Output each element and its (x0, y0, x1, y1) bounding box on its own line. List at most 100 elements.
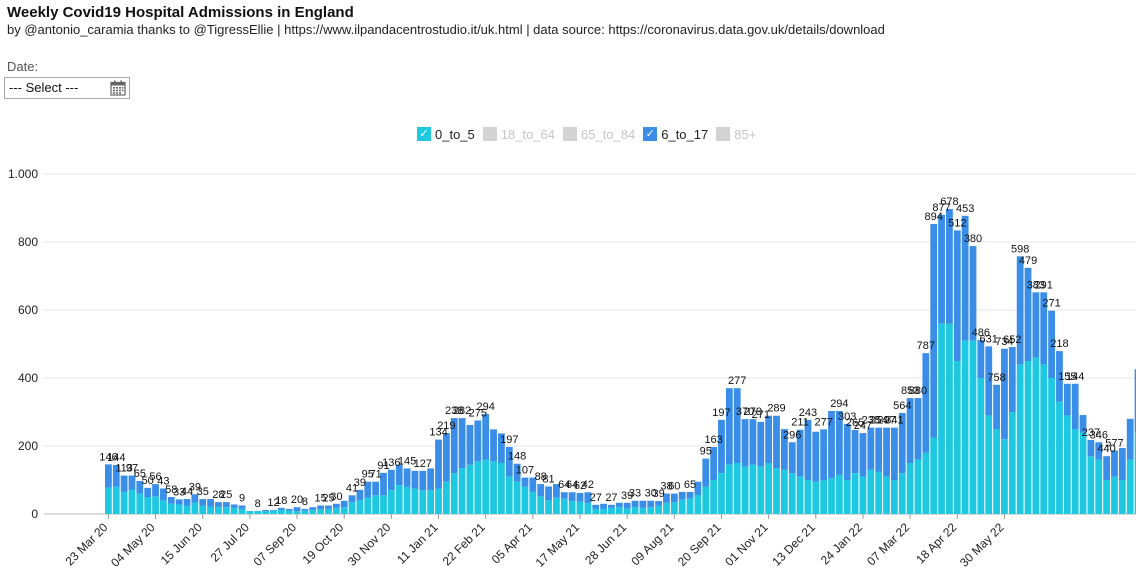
bar-segment-6-to-17[interactable] (553, 484, 560, 498)
bar-segment-0-to-5[interactable] (788, 473, 796, 514)
bar-segment-0-to-5[interactable] (623, 508, 631, 514)
bar-segment-0-to-5[interactable] (325, 508, 332, 514)
bar-segment-6-to-17[interactable] (513, 463, 521, 482)
bar-segment-0-to-5[interactable] (678, 499, 686, 514)
bar-segment-0-to-5[interactable] (647, 507, 655, 514)
bar-segment-6-to-17[interactable] (1111, 450, 1118, 477)
bar-segment-6-to-17[interactable] (183, 499, 191, 506)
bar-segment-6-to-17[interactable] (930, 223, 938, 438)
bar-segment-6-to-17[interactable] (765, 415, 773, 463)
legend-checkbox[interactable]: ✓ (417, 127, 431, 141)
bar-segment-6-to-17[interactable] (317, 505, 325, 510)
bar-segment-6-to-17[interactable] (262, 509, 269, 512)
bar-segment-6-to-17[interactable] (993, 384, 1000, 429)
legend-item-0-to-5[interactable]: ✓ 0_to_5 (417, 127, 475, 142)
bar-segment-6-to-17[interactable] (1063, 383, 1071, 416)
bar-segment-6-to-17[interactable] (1103, 456, 1111, 480)
bar-segment-0-to-5[interactable] (765, 463, 773, 514)
bar-segment-0-to-5[interactable] (348, 502, 356, 514)
bar-segment-0-to-5[interactable] (560, 498, 568, 514)
bar-segment-0-to-5[interactable] (725, 464, 733, 514)
bar-segment-0-to-5[interactable] (875, 471, 883, 515)
bar-segment-6-to-17[interactable] (152, 484, 159, 497)
bar-segment-0-to-5[interactable] (152, 496, 159, 514)
bar-segment-0-to-5[interactable] (230, 507, 238, 514)
bar-segment-0-to-5[interactable] (600, 508, 607, 514)
bar-segment-6-to-17[interactable] (875, 427, 883, 472)
bar-segment-6-to-17[interactable] (702, 458, 710, 487)
bar-segment-0-to-5[interactable] (262, 511, 269, 514)
bar-segment-0-to-5[interactable] (859, 476, 867, 514)
bar-segment-6-to-17[interactable] (136, 481, 144, 494)
bar-segment-0-to-5[interactable] (953, 361, 961, 514)
bar-segment-6-to-17[interactable] (623, 502, 631, 509)
bar-segment-0-to-5[interactable] (246, 511, 254, 514)
bar-segment-6-to-17[interactable] (820, 429, 828, 480)
bar-segment-0-to-5[interactable] (694, 494, 702, 514)
bar-segment-6-to-17[interactable] (1040, 292, 1048, 365)
calendar-icon[interactable] (110, 80, 126, 96)
bar-segment-6-to-17[interactable] (835, 410, 843, 475)
bar-segment-6-to-17[interactable] (851, 430, 859, 474)
bar-segment-6-to-17[interactable] (466, 424, 474, 465)
bar-segment-0-to-5[interactable] (1056, 401, 1063, 514)
bar-segment-0-to-5[interactable] (183, 505, 191, 515)
bar-segment-0-to-5[interactable] (749, 464, 757, 514)
bar-segment-0-to-5[interactable] (466, 464, 474, 514)
bar-segment-0-to-5[interactable] (914, 459, 922, 514)
bar-segment-6-to-17[interactable] (898, 413, 906, 474)
bar-segment-6-to-17[interactable] (749, 419, 757, 465)
bar-segment-6-to-17[interactable] (1048, 310, 1055, 378)
bar-segment-6-to-17[interactable] (686, 491, 694, 499)
bar-segment-0-to-5[interactable] (387, 490, 395, 514)
bar-segment-0-to-5[interactable] (411, 488, 419, 515)
bar-segment-0-to-5[interactable] (670, 502, 678, 514)
bar-segment-6-to-17[interactable] (458, 418, 466, 469)
bar-segment-6-to-17[interactable] (600, 503, 607, 509)
bar-segment-0-to-5[interactable] (529, 491, 537, 514)
bar-segment-0-to-5[interactable] (293, 511, 301, 514)
bar-segment-0-to-5[interactable] (938, 323, 945, 514)
bar-segment-0-to-5[interactable] (1063, 415, 1071, 514)
bar-segment-6-to-17[interactable] (631, 500, 639, 508)
bar-segment-6-to-17[interactable] (1032, 292, 1040, 358)
bar-segment-6-to-17[interactable] (222, 502, 230, 508)
bar-segment-0-to-5[interactable] (796, 476, 804, 514)
bar-segment-0-to-5[interactable] (718, 473, 725, 514)
bar-segment-0-to-5[interactable] (1001, 439, 1008, 514)
bar-segment-6-to-17[interactable] (1024, 267, 1032, 361)
bar-segment-6-to-17[interactable] (568, 492, 576, 502)
bar-segment-6-to-17[interactable] (733, 388, 741, 463)
bar-segment-6-to-17[interactable] (498, 433, 505, 463)
bar-segment-6-to-17[interactable] (773, 415, 780, 469)
bar-segment-6-to-17[interactable] (537, 484, 545, 497)
bar-segment-6-to-17[interactable] (380, 472, 387, 496)
bar-segment-6-to-17[interactable] (796, 429, 804, 477)
bar-segment-0-to-5[interactable] (835, 474, 843, 514)
bar-segment-0-to-5[interactable] (435, 488, 442, 515)
bar-segment-0-to-5[interactable] (1103, 480, 1111, 514)
legend-item-6-to-17[interactable]: ✓ 6_to_17 (643, 127, 708, 142)
bar-segment-0-to-5[interactable] (222, 507, 230, 514)
bar-segment-0-to-5[interactable] (372, 495, 380, 514)
bar-segment-6-to-17[interactable] (144, 487, 152, 497)
bar-segment-0-to-5[interactable] (686, 498, 694, 514)
bar-segment-6-to-17[interactable] (891, 427, 898, 480)
bar-segment-0-to-5[interactable] (930, 437, 938, 515)
bar-segment-0-to-5[interactable] (1111, 476, 1118, 514)
bar-segment-0-to-5[interactable] (380, 495, 387, 514)
bar-segment-0-to-5[interactable] (576, 501, 584, 514)
bar-segment-0-to-5[interactable] (112, 486, 120, 514)
bar-segment-6-to-17[interactable] (403, 468, 411, 487)
bar-segment-0-to-5[interactable] (175, 504, 183, 514)
bar-segment-0-to-5[interactable] (105, 487, 112, 514)
bar-segment-0-to-5[interactable] (513, 481, 521, 514)
legend-checkbox[interactable]: ✓ (643, 127, 658, 141)
bar-segment-0-to-5[interactable] (663, 502, 670, 514)
bar-segment-6-to-17[interactable] (435, 439, 442, 489)
bar-segment-0-to-5[interactable] (191, 502, 199, 514)
bar-segment-0-to-5[interactable] (160, 500, 167, 514)
bar-segment-6-to-17[interactable] (348, 495, 356, 503)
bar-segment-6-to-17[interactable] (395, 464, 403, 486)
bar-segment-0-to-5[interactable] (867, 469, 875, 514)
